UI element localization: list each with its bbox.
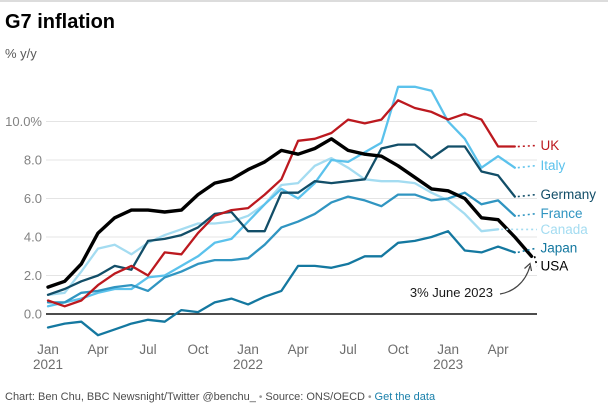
legend-label-uk: UK <box>541 138 560 153</box>
series-line-japan <box>46 230 516 337</box>
chart-title: G7 inflation <box>5 11 115 33</box>
x-tick-label: Apr <box>88 342 110 357</box>
y-tick-label: 8.0 <box>24 153 42 168</box>
footer-source: Source: ONS/OECD <box>265 391 365 403</box>
x-tick-year-label: 2022 <box>233 357 263 372</box>
series-line-uk <box>46 99 516 308</box>
legend-leader-usa <box>533 256 538 267</box>
chart-subtitle: % y/y <box>5 46 37 61</box>
series-line-usa <box>46 137 534 289</box>
y-tick-label: 10.0% <box>5 114 42 129</box>
x-tick-label: Jan <box>437 342 459 357</box>
legend-label-italy: Italy <box>541 158 566 173</box>
legend-label-japan: Japan <box>541 241 578 256</box>
series-line-france <box>46 191 516 304</box>
chart-footer: Chart: Ben Chu, BBC Newsnight/Twitter @b… <box>5 391 604 403</box>
get-the-data-link[interactable]: Get the data <box>374 391 436 403</box>
x-tick-label: Oct <box>188 342 209 357</box>
x-tick-label: Apr <box>288 342 310 357</box>
legend-leader-france <box>517 212 538 217</box>
x-tick-label: Jan <box>37 342 59 357</box>
y-tick-label: 0.0 <box>24 307 42 322</box>
footer-credit: Chart: Ben Chu, BBC Newsnight/Twitter @b… <box>5 391 256 403</box>
x-tick-label: Apr <box>488 342 510 357</box>
legend-label-usa: USA <box>541 259 569 274</box>
annotation-label: 3% June 2023 <box>410 285 493 300</box>
x-tick-label: Jan <box>237 342 259 357</box>
y-tick-label: 2.0 <box>24 268 42 283</box>
x-tick-label: Oct <box>388 342 409 357</box>
x-tick-year-label: 2021 <box>33 357 63 372</box>
footer-separator: • <box>258 392 263 403</box>
series-line-canada <box>46 156 500 296</box>
annotation-arrowhead-icon <box>524 262 533 272</box>
x-tick-label: Jul <box>139 342 156 357</box>
annotation-arrow <box>499 265 531 295</box>
legend-leader-japan <box>517 247 538 254</box>
x-tick-year-label: 2023 <box>433 357 463 372</box>
footer-separator: • <box>368 392 372 403</box>
legend-leader-germany <box>517 193 538 198</box>
legend-label-canada: Canada <box>541 222 589 237</box>
y-tick-label: 6.0 <box>24 191 42 206</box>
legend-leader-uk <box>517 144 538 148</box>
series-line-italy <box>46 85 516 308</box>
y-tick-label: 4.0 <box>24 230 42 245</box>
x-tick-label: Jul <box>339 342 356 357</box>
legend-label-germany: Germany <box>541 187 597 202</box>
legend-leader-italy <box>517 164 538 169</box>
legend-label-france: France <box>541 206 583 221</box>
